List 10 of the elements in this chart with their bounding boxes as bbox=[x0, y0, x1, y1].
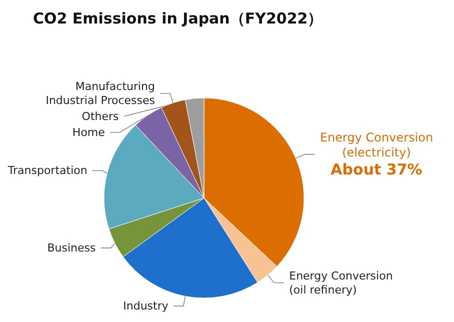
chart-title: CO2 Emissions in Japan（FY2022） bbox=[33, 10, 323, 28]
slice-label: Home bbox=[72, 126, 106, 139]
slice-label: Business bbox=[47, 241, 96, 254]
slice-label: Transportation bbox=[6, 164, 88, 178]
slice-label: Energy Conversion (electricity) bbox=[320, 130, 434, 160]
slice-label: Manufacturing Industrial Processes bbox=[46, 80, 156, 107]
slice-label: Others bbox=[82, 110, 120, 123]
slice-label: Energy Conversion (oil refinery) bbox=[289, 269, 393, 296]
slice-label: Industry bbox=[123, 300, 169, 313]
data-label: About 37% bbox=[330, 160, 422, 178]
